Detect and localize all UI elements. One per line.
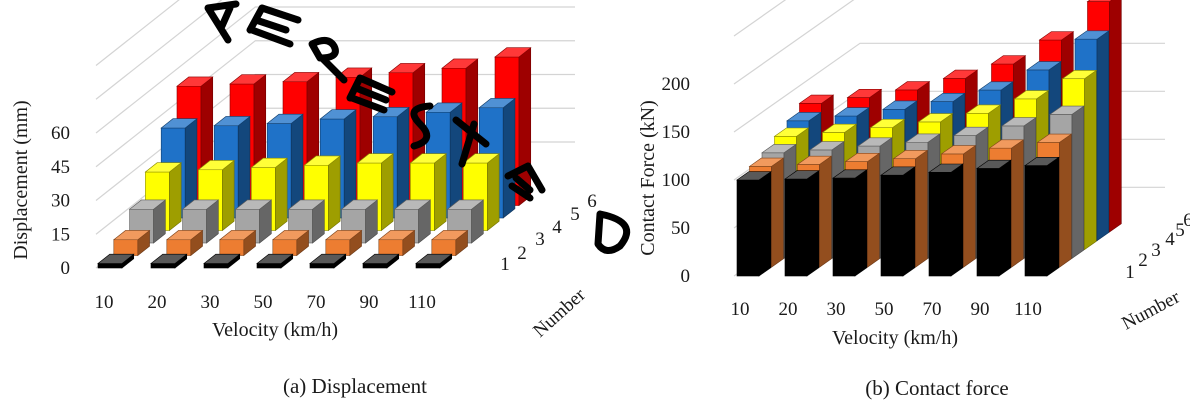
bar xyxy=(880,166,916,277)
bar xyxy=(165,229,204,257)
bar xyxy=(256,253,294,269)
y-tick-label: 45 xyxy=(51,157,70,178)
bar xyxy=(1024,156,1060,277)
chart-a-xlabel: Velocity (km/h) xyxy=(212,319,338,341)
contact-force-chart: 0 50 100 150 200 10 20 30 50 70 90 110 12 34 56 Contac… xyxy=(637,0,1190,400)
chart-b-caption: (b) Contact force xyxy=(865,376,1008,400)
bar xyxy=(362,253,400,269)
bar xyxy=(218,229,257,257)
chart-a-ylabel: Displacement (mm) xyxy=(10,100,32,259)
bar xyxy=(415,253,453,269)
depth-tick-label: 1 xyxy=(500,254,510,275)
x-tick-label: 30 xyxy=(827,299,846,320)
bar xyxy=(324,229,363,257)
chart-b-xlabel: Velocity (km/h) xyxy=(832,327,958,349)
depth-tick-label: 3 xyxy=(535,229,545,250)
gridline xyxy=(95,40,575,168)
depth-tick-label: 5 xyxy=(1175,220,1185,241)
chart-a-zlabel: Number xyxy=(529,284,590,342)
bar xyxy=(377,229,416,257)
bar xyxy=(150,253,188,269)
bar xyxy=(309,253,347,269)
depth-tick-label: 6 xyxy=(1183,210,1190,231)
depth-tick-label: 3 xyxy=(1151,240,1161,261)
bar xyxy=(203,253,241,269)
bar xyxy=(271,229,310,257)
x-tick-label: 50 xyxy=(254,292,273,313)
x-tick-label: 110 xyxy=(408,292,436,313)
bar xyxy=(97,253,135,269)
gridline xyxy=(95,0,223,100)
chart-a-caption: (a) Displacement xyxy=(283,374,427,398)
x-tick-label: 70 xyxy=(923,299,942,320)
y-tick-label: 60 xyxy=(51,123,70,144)
y-tick-label: 0 xyxy=(681,266,691,287)
depth-tick-label: 4 xyxy=(1165,229,1175,250)
chart-b-zlabel: Number xyxy=(1118,286,1183,334)
x-tick-label: 10 xyxy=(731,299,750,320)
bar xyxy=(784,170,820,277)
depth-tick-label: 4 xyxy=(552,217,562,238)
gridline xyxy=(733,0,855,85)
gridline xyxy=(95,0,180,66)
y-tick-label: 200 xyxy=(662,74,691,95)
x-tick-label: 110 xyxy=(1014,299,1042,320)
depth-tick-label: 6 xyxy=(587,191,597,212)
x-tick-label: 10 xyxy=(95,292,114,313)
bar xyxy=(234,199,273,244)
bar xyxy=(976,159,1012,277)
bar xyxy=(736,171,772,277)
x-tick-label: 90 xyxy=(360,292,379,313)
x-tick-label: 50 xyxy=(875,299,894,320)
bar xyxy=(112,229,151,257)
y-tick-label: 100 xyxy=(662,170,691,191)
gridline xyxy=(95,6,575,134)
bar xyxy=(928,163,964,277)
depth-tick-label: 2 xyxy=(517,243,527,264)
y-tick-label: 0 xyxy=(61,258,71,279)
depth-tick-label: 1 xyxy=(1125,262,1135,283)
x-tick-label: 20 xyxy=(148,292,167,313)
y-tick-label: 30 xyxy=(51,191,70,212)
x-tick-label: 30 xyxy=(201,292,220,313)
depth-tick-label: 5 xyxy=(570,204,580,225)
depth-tick-label: 2 xyxy=(1138,250,1148,271)
y-tick-label: 15 xyxy=(51,224,70,245)
x-tick-label: 20 xyxy=(779,299,798,320)
gridline xyxy=(733,0,787,37)
bar xyxy=(832,169,868,277)
x-tick-label: 70 xyxy=(307,292,326,313)
y-tick-label: 50 xyxy=(671,218,690,239)
y-tick-label: 150 xyxy=(662,122,691,143)
bar xyxy=(430,229,469,257)
chart-b-ylabel: Contact Force (kN) xyxy=(637,100,659,256)
redacted-watermark xyxy=(204,0,631,254)
x-tick-label: 90 xyxy=(971,299,990,320)
